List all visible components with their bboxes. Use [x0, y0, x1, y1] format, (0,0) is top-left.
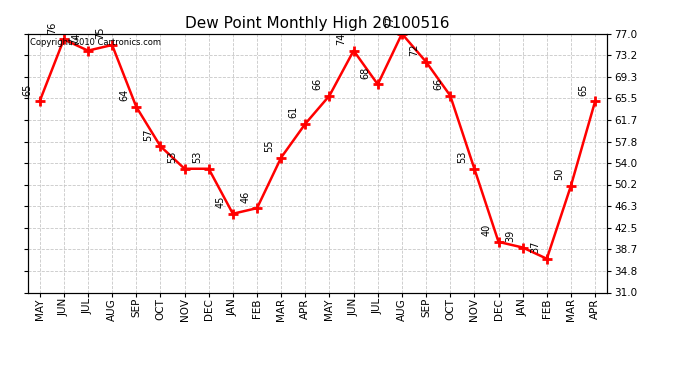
Text: 72: 72	[409, 44, 419, 56]
Title: Dew Point Monthly High 20100516: Dew Point Monthly High 20100516	[185, 16, 450, 31]
Text: 66: 66	[313, 78, 322, 90]
Text: 45: 45	[216, 196, 226, 208]
Text: 53: 53	[192, 151, 201, 163]
Text: 68: 68	[361, 67, 371, 79]
Text: 65: 65	[23, 83, 32, 96]
Text: 46: 46	[240, 190, 250, 202]
Text: 61: 61	[288, 106, 298, 118]
Text: 53: 53	[457, 151, 467, 163]
Text: 50: 50	[554, 168, 564, 180]
Text: 65: 65	[578, 83, 588, 96]
Text: 74: 74	[71, 33, 81, 45]
Text: 75: 75	[95, 27, 105, 39]
Text: 55: 55	[264, 140, 274, 152]
Text: Copyright 2010 Cartronics.com: Copyright 2010 Cartronics.com	[30, 38, 161, 46]
Text: 40: 40	[482, 224, 491, 236]
Text: 37: 37	[530, 241, 540, 253]
Text: 53: 53	[168, 151, 177, 163]
Text: 77: 77	[385, 16, 395, 28]
Text: 66: 66	[433, 78, 443, 90]
Text: 74: 74	[337, 33, 346, 45]
Text: 39: 39	[506, 230, 515, 242]
Text: 76: 76	[47, 21, 57, 34]
Text: 64: 64	[119, 89, 129, 101]
Text: 57: 57	[144, 128, 153, 141]
